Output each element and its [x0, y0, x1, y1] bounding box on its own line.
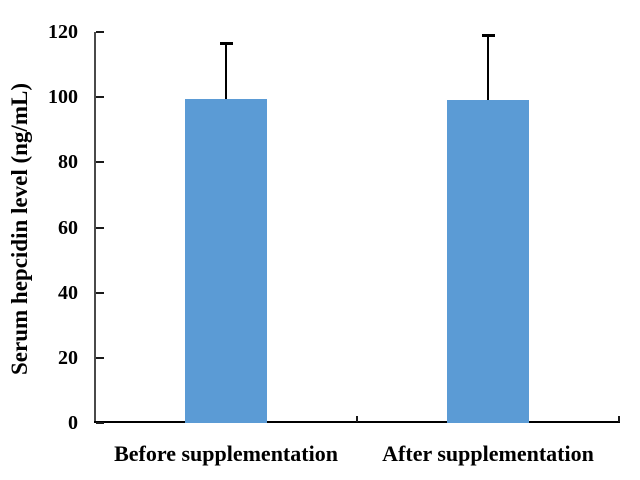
y-tick-label: 80 [58, 151, 78, 174]
error-bar-before-supplementation [224, 43, 228, 99]
y-tick-mark [96, 161, 104, 164]
y-tick-label: 120 [48, 21, 78, 43]
y-tick-label: 0 [68, 412, 78, 434]
y-tick-label: 40 [58, 281, 78, 304]
error-bar-cap-before-supplementation [219, 42, 233, 45]
y-tick-mark [96, 356, 104, 359]
y-tick-label: 100 [48, 86, 78, 109]
y-tick-mark [96, 422, 104, 424]
x-category-label-before-supplementation: Before supplementation [114, 441, 338, 466]
error-bar-after-supplementation [486, 35, 490, 101]
x-tick-mark [617, 416, 620, 422]
y-axis-line [94, 32, 96, 423]
bar-before-supplementation [185, 98, 267, 423]
y-tick-mark [96, 96, 104, 99]
y-tick-label: 60 [58, 216, 78, 239]
x-axis-line [94, 421, 620, 424]
bar-after-supplementation [447, 100, 529, 423]
error-bar-cap-after-supplementation [481, 33, 495, 37]
x-category-label-after-supplementation: After supplementation [382, 441, 594, 466]
y-tick-mark [96, 31, 104, 33]
y-tick-label: 20 [58, 346, 78, 369]
y-tick-mark [96, 291, 104, 294]
y-tick-mark [96, 226, 104, 229]
x-tick-mark [355, 416, 358, 422]
